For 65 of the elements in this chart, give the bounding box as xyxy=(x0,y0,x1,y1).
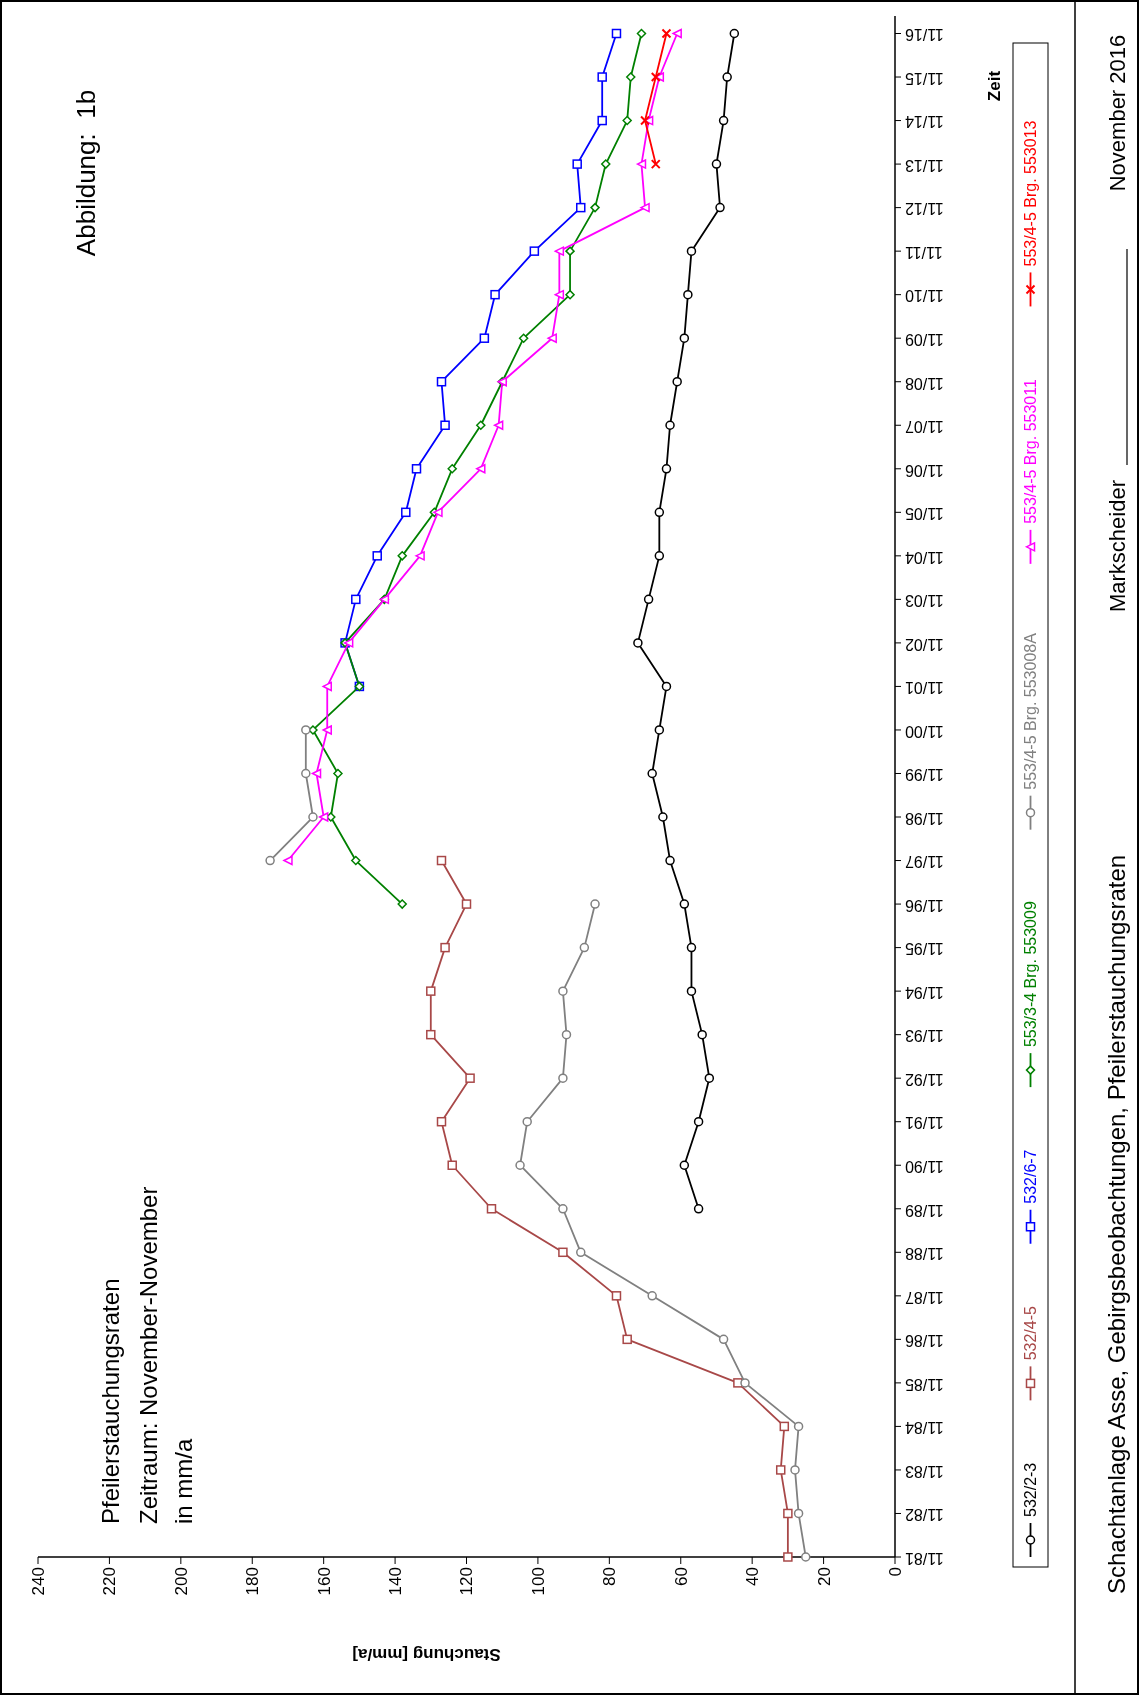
y-tick-label: 11/88 xyxy=(904,1245,944,1263)
y-tick-label: 11/02 xyxy=(904,635,944,653)
x-tick-label: 0 xyxy=(885,1567,905,1577)
y-tick-label: 11/93 xyxy=(904,1027,944,1045)
annotation: Pfeilerstauchungsraten xyxy=(97,1278,124,1524)
y-tick-label: 11/00 xyxy=(904,722,944,740)
y-tick-label: 11/81 xyxy=(904,1549,944,1567)
x-axis-title: Stauchung [mm/a] xyxy=(352,1645,501,1664)
y-tick-label: 11/15 xyxy=(904,69,944,87)
y-tick-label: 11/94 xyxy=(904,983,944,1001)
y-tick-label: 11/97 xyxy=(904,853,944,871)
y-tick-label: 11/98 xyxy=(904,809,944,827)
x-tick-label: 40 xyxy=(743,1567,763,1586)
text: 553/4-5 Brg. 553013 xyxy=(1022,120,1040,267)
y-tick-label: 11/86 xyxy=(904,1332,944,1350)
y-tick-label: 11/11 xyxy=(904,243,943,261)
y-tick-label: 11/85 xyxy=(904,1375,944,1393)
y-tick-label: 11/12 xyxy=(904,200,944,218)
x-tick-label: 80 xyxy=(600,1567,620,1586)
text: Schachtanlage Asse, Gebirgsbeobachtungen, Pfeilerstauchungsraten xyxy=(1103,854,1130,1594)
text: 553/4-5 Brg. 553008A xyxy=(1022,632,1040,790)
text: Markscheider xyxy=(1105,479,1130,613)
y-tick-label: 11/08 xyxy=(904,374,944,392)
y-tick-label: 11/05 xyxy=(904,505,944,523)
text: 553/3-4 Brg. 553009 xyxy=(1022,901,1040,1048)
y-tick-label: 11/99 xyxy=(904,766,944,784)
y-tick-label: 11/96 xyxy=(904,896,944,914)
text: 532/6-7 xyxy=(1022,1149,1040,1204)
y-tick-label: 11/84 xyxy=(904,1419,944,1437)
y-tick-label: 11/92 xyxy=(904,1070,944,1088)
y-tick-label: 11/16 xyxy=(904,26,944,44)
x-tick-label: 20 xyxy=(814,1567,834,1586)
y-tick-label: 11/87 xyxy=(904,1288,944,1306)
x-tick-label: 120 xyxy=(457,1567,477,1596)
text: November 2016 xyxy=(1105,34,1130,192)
x-tick-label: 140 xyxy=(386,1567,406,1596)
y-tick-label: 11/90 xyxy=(904,1158,944,1176)
x-tick-label: 200 xyxy=(171,1567,191,1596)
annotation: Zeitraum: November-November xyxy=(135,1186,162,1524)
y-tick-label: 11/07 xyxy=(904,418,944,436)
y-tick-label: 11/89 xyxy=(904,1201,944,1219)
y-tick-label: 11/01 xyxy=(904,679,944,697)
text: 532/2-3 xyxy=(1022,1462,1040,1517)
y-tick-label: 11/10 xyxy=(904,287,944,305)
y-axis-title: Zeit xyxy=(985,70,1004,102)
y-tick-label: 11/82 xyxy=(904,1506,944,1524)
x-tick-label: 160 xyxy=(314,1567,334,1596)
y-tick-label: 11/03 xyxy=(904,592,944,610)
y-tick-label: 11/06 xyxy=(904,461,944,479)
text: Abbildung: 1b xyxy=(71,89,101,257)
y-tick-label: 11/04 xyxy=(904,548,944,566)
x-tick-label: 240 xyxy=(28,1567,48,1596)
text: 553/4-5 Brg. 553011 xyxy=(1022,379,1040,524)
y-tick-label: 11/91 xyxy=(904,1114,944,1132)
y-tick-label: 11/14 xyxy=(904,113,944,131)
x-tick-label: 220 xyxy=(100,1567,120,1596)
y-tick-label: 11/95 xyxy=(904,940,944,958)
annotation: in mm/a xyxy=(170,1438,197,1524)
x-tick-label: 100 xyxy=(528,1567,548,1596)
x-tick-label: 180 xyxy=(243,1567,263,1596)
x-tick-label: 60 xyxy=(671,1567,691,1586)
y-tick-label: 11/09 xyxy=(904,330,944,348)
y-tick-label: 11/13 xyxy=(904,156,944,174)
y-tick-label: 11/83 xyxy=(904,1462,944,1480)
text: 532/4-5 xyxy=(1022,1306,1040,1361)
